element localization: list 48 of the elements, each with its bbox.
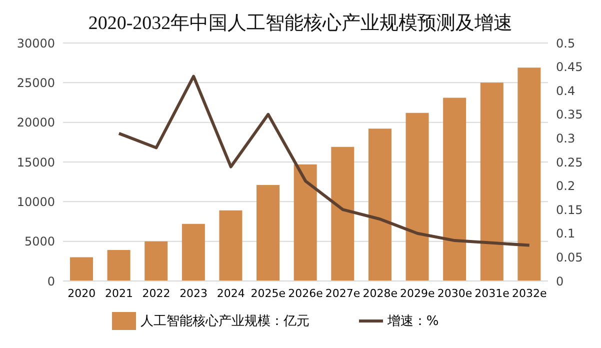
line-series — [117, 74, 531, 247]
bar — [368, 128, 392, 281]
bar — [107, 250, 130, 281]
bar — [331, 146, 354, 281]
chart-title: 2020-2032年中国人工智能核心产业规模预测及增速 — [87, 12, 514, 36]
y2-tick-label: 0.35 — [556, 108, 583, 122]
y-tick-label: 15000 — [16, 155, 55, 170]
bar — [518, 68, 541, 281]
bar — [406, 112, 429, 281]
bar — [70, 257, 93, 281]
x-tick-label: 2027e — [325, 286, 360, 300]
x-tick-label: 2028e — [362, 286, 398, 300]
bar — [182, 224, 205, 281]
y2-tick-label: 0.3 — [556, 131, 576, 146]
y-tick-label: 5000 — [24, 234, 55, 249]
y2-tick-label: 0.45 — [556, 60, 583, 74]
bar — [480, 82, 504, 281]
x-tick-label: 2024 — [216, 286, 245, 300]
y2-tick-label: 0.25 — [556, 155, 583, 170]
legend-label: 增速：% — [387, 314, 439, 329]
bar — [144, 241, 168, 281]
x-tick-label: 2025e — [250, 286, 286, 300]
bar — [256, 185, 280, 281]
y-tick-label: 20000 — [16, 116, 55, 130]
y2-tick-label: 0.05 — [556, 250, 583, 264]
y2-tick-label: 0 — [556, 274, 564, 288]
y-tick-label: 10000 — [16, 194, 55, 209]
bar — [219, 210, 242, 281]
y2-tick-label: 0.2 — [556, 179, 576, 194]
x-tick-label: 2022 — [142, 286, 170, 300]
y2-tick-label: 0.15 — [556, 202, 583, 217]
y2-tick-label: 0.4 — [556, 84, 576, 98]
y2-tick-label: 0.1 — [556, 226, 576, 241]
x-tick-label: 2023 — [180, 286, 208, 300]
x-tick-label: 2029e — [400, 286, 436, 300]
x-tick-label: 2020 — [68, 286, 96, 300]
y-tick-label: 25000 — [16, 76, 55, 90]
y2-tick-label: 0.5 — [556, 36, 576, 50]
x-tick-label: 2032e — [512, 286, 547, 300]
x-tick-label: 2031e — [474, 286, 510, 300]
x-tick-label: 2030e — [437, 286, 472, 300]
y-tick-label: 0 — [47, 274, 55, 288]
y-tick-label: 30000 — [16, 36, 55, 50]
legend-label: 人工智能核心产业规模：亿元 — [140, 314, 310, 329]
x-tick-label: 2026e — [288, 286, 324, 300]
x-tick-label: 2021 — [104, 286, 133, 300]
bar — [443, 98, 466, 281]
bar — [294, 164, 317, 281]
